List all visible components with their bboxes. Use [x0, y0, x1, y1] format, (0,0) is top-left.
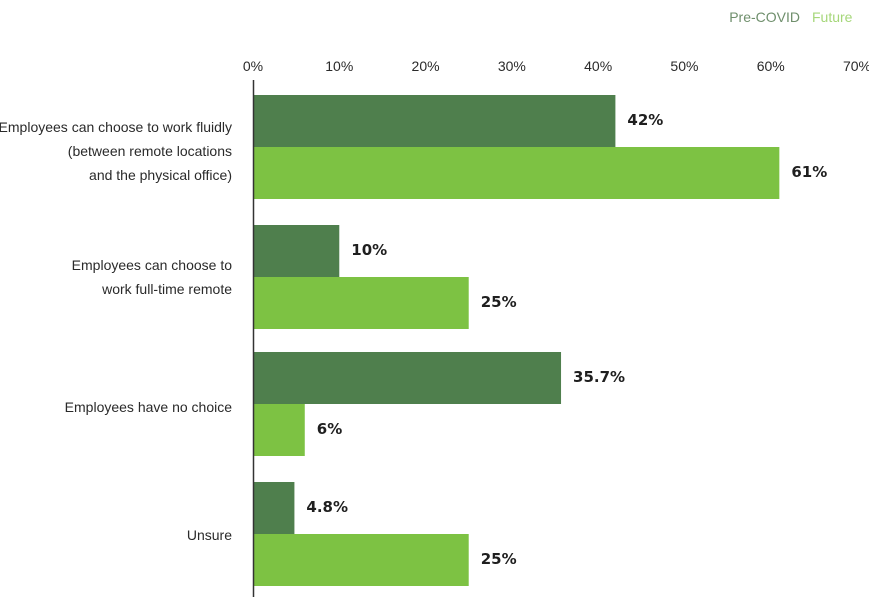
x-tick-label: 60%: [757, 58, 785, 74]
data-label: 61%: [791, 163, 827, 181]
category-label: Employees can choose to work fluidly (bet…: [0, 119, 232, 183]
category-label: Unsure: [187, 527, 232, 543]
x-tick-label: 40%: [584, 58, 612, 74]
bar-future: [253, 404, 305, 456]
data-label: 10%: [351, 241, 387, 259]
data-label: 25%: [481, 550, 517, 568]
category-labels: Employees can choose to work fluidly (bet…: [0, 119, 232, 543]
bar-pre-covid: [253, 352, 562, 404]
bar-future: [253, 147, 780, 199]
bars: 42% 10% 35.7% 4.8% 61% 25% 6% 25%: [253, 95, 827, 586]
bar-pre-covid: [253, 482, 295, 534]
legend: Pre-COVID Future: [729, 9, 852, 25]
legend-entry-pre-covid: Pre-COVID: [729, 9, 800, 25]
x-tick-label: 10%: [325, 58, 353, 74]
bar-future: [253, 277, 469, 329]
legend-entry-future: Future: [812, 9, 853, 25]
category-label: Employees have no choice: [65, 399, 233, 415]
data-label: 4.8%: [306, 498, 348, 516]
x-axis-ticks: 0% 10% 20% 30% 40% 50% 60% 70%: [243, 58, 869, 74]
bar-pre-covid: [253, 225, 340, 277]
x-tick-label: 50%: [670, 58, 698, 74]
bar-pre-covid: [253, 95, 616, 147]
data-label: 25%: [481, 293, 517, 311]
x-tick-label: 20%: [412, 58, 440, 74]
category-label: Employees can choose to work full-time re…: [72, 257, 233, 297]
data-label: 6%: [317, 420, 342, 438]
x-tick-label: 0%: [243, 58, 263, 74]
data-label: 42%: [627, 111, 663, 129]
bar-future: [253, 534, 469, 586]
x-tick-label: 70%: [843, 58, 869, 74]
x-tick-label: 30%: [498, 58, 526, 74]
data-label: 35.7%: [573, 368, 625, 386]
